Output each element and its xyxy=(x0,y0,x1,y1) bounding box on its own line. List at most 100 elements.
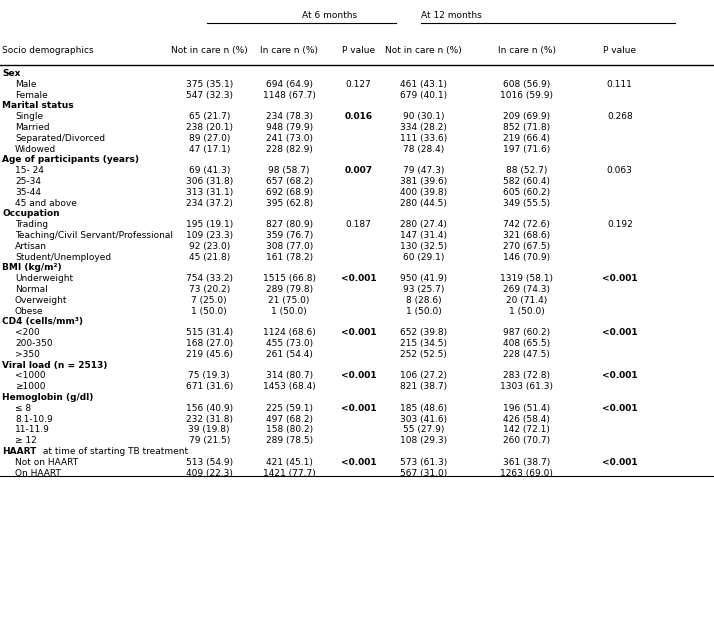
Text: 381 (39.6): 381 (39.6) xyxy=(400,177,447,186)
Text: 308 (77.0): 308 (77.0) xyxy=(266,242,313,251)
Text: 11-11.9: 11-11.9 xyxy=(15,425,50,434)
Text: Not on HAART: Not on HAART xyxy=(15,458,78,467)
Text: 111 (33.6): 111 (33.6) xyxy=(400,134,447,143)
Text: 0.268: 0.268 xyxy=(607,112,633,122)
Text: 652 (39.8): 652 (39.8) xyxy=(400,328,447,337)
Text: 827 (80.9): 827 (80.9) xyxy=(266,220,313,230)
Text: 75 (19.3): 75 (19.3) xyxy=(188,371,230,381)
Text: 252 (52.5): 252 (52.5) xyxy=(400,350,447,359)
Text: 573 (61.3): 573 (61.3) xyxy=(400,458,447,467)
Text: HAART: HAART xyxy=(2,447,36,456)
Text: 742 (72.6): 742 (72.6) xyxy=(503,220,550,230)
Text: 0.016: 0.016 xyxy=(344,112,373,122)
Text: P value: P value xyxy=(603,46,636,56)
Text: 79 (47.3): 79 (47.3) xyxy=(403,166,444,175)
Text: 313 (31.1): 313 (31.1) xyxy=(186,188,233,197)
Text: 421 (45.1): 421 (45.1) xyxy=(266,458,313,467)
Text: 948 (79.9): 948 (79.9) xyxy=(266,123,313,132)
Text: 1303 (61.3): 1303 (61.3) xyxy=(501,382,553,391)
Text: 349 (55.5): 349 (55.5) xyxy=(503,199,550,208)
Text: Viral load (n = 2513): Viral load (n = 2513) xyxy=(2,360,108,370)
Text: 269 (74.3): 269 (74.3) xyxy=(503,285,550,294)
Text: Single: Single xyxy=(15,112,43,122)
Text: 1 (50.0): 1 (50.0) xyxy=(406,307,441,316)
Text: 234 (78.3): 234 (78.3) xyxy=(266,112,313,122)
Text: 303 (41.6): 303 (41.6) xyxy=(400,415,447,424)
Text: 1 (50.0): 1 (50.0) xyxy=(271,307,307,316)
Text: 156 (40.9): 156 (40.9) xyxy=(186,404,233,413)
Text: 359 (76.7): 359 (76.7) xyxy=(266,231,313,240)
Text: 7 (25.0): 7 (25.0) xyxy=(191,296,227,305)
Text: 987 (60.2): 987 (60.2) xyxy=(503,328,550,337)
Text: 306 (31.8): 306 (31.8) xyxy=(186,177,233,186)
Text: 147 (31.4): 147 (31.4) xyxy=(400,231,447,240)
Text: 196 (51.4): 196 (51.4) xyxy=(503,404,550,413)
Text: 185 (48.6): 185 (48.6) xyxy=(400,404,447,413)
Text: 461 (43.1): 461 (43.1) xyxy=(400,80,447,89)
Text: <0.001: <0.001 xyxy=(602,371,638,381)
Text: 39 (19.8): 39 (19.8) xyxy=(188,425,230,434)
Text: 106 (27.2): 106 (27.2) xyxy=(400,371,447,381)
Text: 8.1-10.9: 8.1-10.9 xyxy=(15,415,53,424)
Text: >350: >350 xyxy=(15,350,40,359)
Text: Artisan: Artisan xyxy=(15,242,47,251)
Text: 692 (68.9): 692 (68.9) xyxy=(266,188,313,197)
Text: 1263 (69.0): 1263 (69.0) xyxy=(501,468,553,478)
Text: 361 (38.7): 361 (38.7) xyxy=(503,458,550,467)
Text: 195 (19.1): 195 (19.1) xyxy=(186,220,233,230)
Text: <0.001: <0.001 xyxy=(341,371,376,381)
Text: Separated/Divorced: Separated/Divorced xyxy=(15,134,105,143)
Text: Obese: Obese xyxy=(15,307,44,316)
Text: 232 (31.8): 232 (31.8) xyxy=(186,415,233,424)
Text: 515 (31.4): 515 (31.4) xyxy=(186,328,233,337)
Text: Hemoglobin (g/dl): Hemoglobin (g/dl) xyxy=(2,393,94,402)
Text: 225 (59.1): 225 (59.1) xyxy=(266,404,313,413)
Text: 679 (40.1): 679 (40.1) xyxy=(400,91,447,100)
Text: 582 (60.4): 582 (60.4) xyxy=(503,177,550,186)
Text: 215 (34.5): 215 (34.5) xyxy=(400,339,447,348)
Text: Occupation: Occupation xyxy=(2,209,60,218)
Text: 15- 24: 15- 24 xyxy=(15,166,44,175)
Text: 200-350: 200-350 xyxy=(15,339,53,348)
Text: 754 (33.2): 754 (33.2) xyxy=(186,274,233,283)
Text: <200: <200 xyxy=(15,328,40,337)
Text: 605 (60.2): 605 (60.2) xyxy=(503,188,550,197)
Text: 241 (73.0): 241 (73.0) xyxy=(266,134,313,143)
Text: 234 (37.2): 234 (37.2) xyxy=(186,199,233,208)
Text: 321 (68.6): 321 (68.6) xyxy=(503,231,550,240)
Text: 1515 (66.8): 1515 (66.8) xyxy=(263,274,316,283)
Text: 142 (72.1): 142 (72.1) xyxy=(503,425,550,434)
Text: 146 (70.9): 146 (70.9) xyxy=(503,252,550,262)
Text: Socio demographics: Socio demographics xyxy=(2,46,94,56)
Text: <0.001: <0.001 xyxy=(341,328,376,337)
Text: 219 (66.4): 219 (66.4) xyxy=(503,134,550,143)
Text: 79 (21.5): 79 (21.5) xyxy=(188,436,230,445)
Text: At 6 months: At 6 months xyxy=(301,11,357,20)
Text: 0.127: 0.127 xyxy=(346,80,371,89)
Text: 289 (79.8): 289 (79.8) xyxy=(266,285,313,294)
Text: 547 (32.3): 547 (32.3) xyxy=(186,91,233,100)
Text: 400 (39.8): 400 (39.8) xyxy=(400,188,447,197)
Text: 426 (58.4): 426 (58.4) xyxy=(503,415,550,424)
Text: 395 (62.8): 395 (62.8) xyxy=(266,199,313,208)
Text: Teaching/Civil Servant/Professional: Teaching/Civil Servant/Professional xyxy=(15,231,173,240)
Text: 280 (44.5): 280 (44.5) xyxy=(400,199,447,208)
Text: Female: Female xyxy=(15,91,48,100)
Text: 21 (75.0): 21 (75.0) xyxy=(268,296,310,305)
Text: 821 (38.7): 821 (38.7) xyxy=(400,382,447,391)
Text: ≤ 8: ≤ 8 xyxy=(15,404,31,413)
Text: At 12 months: At 12 months xyxy=(421,11,482,20)
Text: 289 (78.5): 289 (78.5) xyxy=(266,436,313,445)
Text: 0.187: 0.187 xyxy=(346,220,371,230)
Text: 1016 (59.9): 1016 (59.9) xyxy=(501,91,553,100)
Text: 497 (68.2): 497 (68.2) xyxy=(266,415,313,424)
Text: Marital status: Marital status xyxy=(2,101,74,110)
Text: Not in care n (%): Not in care n (%) xyxy=(385,46,462,56)
Text: 0.192: 0.192 xyxy=(607,220,633,230)
Text: CD4 (cells/mm³): CD4 (cells/mm³) xyxy=(2,317,83,326)
Text: 47 (17.1): 47 (17.1) xyxy=(188,144,230,154)
Text: 88 (52.7): 88 (52.7) xyxy=(506,166,548,175)
Text: Overweight: Overweight xyxy=(15,296,68,305)
Text: 238 (20.1): 238 (20.1) xyxy=(186,123,233,132)
Text: 78 (28.4): 78 (28.4) xyxy=(403,144,444,154)
